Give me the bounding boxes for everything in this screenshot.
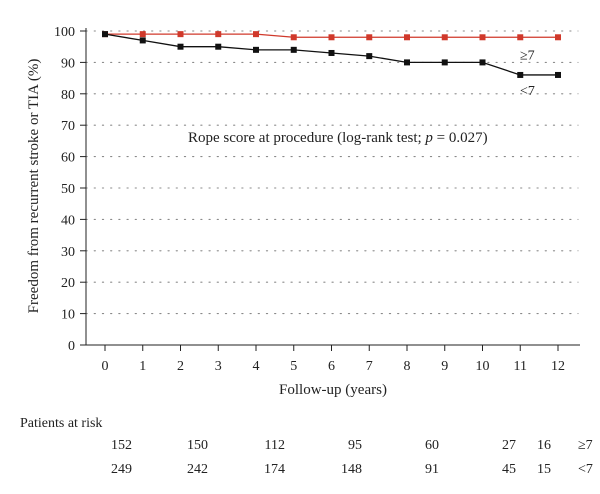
data-point [328, 49, 335, 56]
at-risk-value: 91 [425, 462, 439, 477]
at-risk-title: Patients at risk [20, 416, 102, 431]
y-tick-label: 10 [61, 308, 75, 323]
data-point [366, 34, 373, 41]
y-tick-label: 50 [61, 182, 75, 197]
y-tick-label: 0 [68, 339, 75, 354]
x-ticks: 0 1 2 3 4 5 6 7 8 9 10 11 12 [102, 345, 565, 374]
data-point [517, 34, 524, 41]
y-ticks: 0 10 20 30 40 50 60 70 80 90 100 [54, 25, 86, 354]
y-tick-label: 60 [61, 151, 75, 166]
at-risk-value: 152 [111, 438, 132, 453]
at-risk-value: 148 [341, 462, 362, 477]
x-tick-label: 9 [441, 359, 448, 374]
x-tick-label: 3 [215, 359, 222, 374]
y-tick-label: 80 [61, 88, 75, 103]
data-point [215, 43, 222, 50]
data-point [555, 71, 561, 78]
at-risk-table: 152 150 112 95 60 27 16 ≥7 249 242 174 148 91 45 15 <7 [111, 438, 593, 477]
data-point [253, 31, 259, 38]
x-tick-label: 2 [177, 359, 184, 374]
at-risk-value: 242 [187, 462, 208, 477]
data-point [177, 43, 184, 50]
y-tick-label: 90 [61, 56, 75, 71]
data-point [139, 31, 146, 38]
at-risk-value: 249 [111, 462, 132, 477]
x-tick-label: 7 [366, 359, 373, 374]
at-risk-row: 152 150 112 95 60 27 16 ≥7 [111, 438, 593, 453]
x-axis-title: Follow-up (years) [279, 382, 387, 398]
axes [85, 28, 580, 346]
at-risk-value: 174 [264, 462, 285, 477]
logrank-annotation: Rope score at procedure (log-rank test; … [188, 130, 488, 146]
at-risk-value: 45 [502, 462, 516, 477]
series-labels: ≥7 <7 [520, 48, 535, 99]
y-tick-label: 20 [61, 276, 75, 291]
annotation-prefix: Rope score at procedure (log-rank test; [188, 130, 425, 146]
series-lt7 [102, 31, 561, 78]
x-tick-label: 6 [328, 359, 335, 374]
at-risk-row-label: ≥7 [578, 438, 593, 453]
y-tick-label: 30 [61, 245, 75, 260]
data-point [517, 71, 524, 78]
x-tick-label: 4 [253, 359, 260, 374]
series-ge7 [102, 31, 561, 41]
x-tick-label: 11 [514, 359, 527, 374]
at-risk-row-label: <7 [578, 462, 593, 477]
y-axis-title: Freedom from recurrent stroke or TIA (%) [26, 59, 42, 314]
at-risk-value: 16 [537, 438, 551, 453]
data-point [404, 59, 410, 66]
data-point [290, 46, 297, 53]
at-risk-value: 15 [537, 462, 551, 477]
at-risk-value: 27 [502, 438, 516, 453]
data-point [366, 53, 373, 60]
data-point [328, 34, 335, 41]
data-point [479, 34, 486, 41]
annotation-suffix: = 0.027) [433, 130, 488, 146]
x-tick-label: 12 [551, 359, 565, 374]
data-point [139, 37, 146, 44]
data-point [555, 34, 561, 41]
data-point [404, 34, 410, 41]
x-tick-label: 10 [476, 359, 490, 374]
x-tick-label: 8 [404, 359, 411, 374]
series-label-lt7: <7 [520, 84, 535, 99]
annotation-p: p [424, 130, 433, 146]
at-risk-value: 95 [348, 438, 362, 453]
x-tick-label: 0 [102, 359, 109, 374]
data-point [441, 59, 448, 66]
data-point [253, 46, 259, 53]
x-tick-label: 5 [290, 359, 297, 374]
data-point [215, 31, 222, 38]
series-label-ge7: ≥7 [520, 48, 535, 63]
series [102, 31, 561, 78]
at-risk-value: 60 [425, 438, 439, 453]
at-risk-value: 150 [187, 438, 208, 453]
grid-lines [85, 30, 579, 315]
x-tick-label: 1 [139, 359, 146, 374]
data-point [177, 31, 184, 38]
y-tick-label: 70 [61, 119, 75, 134]
data-point [102, 31, 108, 38]
data-point [290, 34, 297, 41]
data-point [441, 34, 448, 41]
y-tick-label: 40 [61, 213, 75, 228]
data-point [479, 59, 486, 66]
y-tick-label: 100 [54, 25, 75, 40]
at-risk-row: 249 242 174 148 91 45 15 <7 [111, 462, 593, 477]
at-risk-value: 112 [265, 438, 285, 453]
